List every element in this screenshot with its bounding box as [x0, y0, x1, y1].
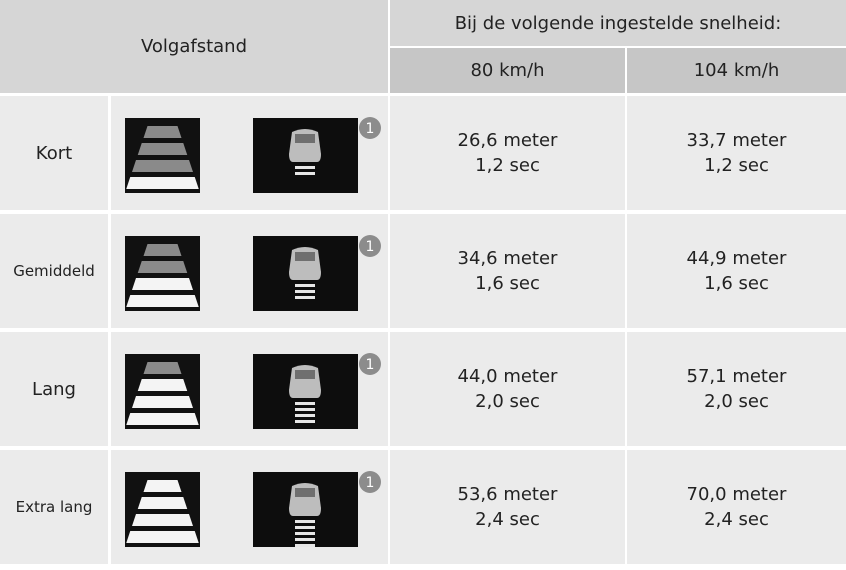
- value-distance: 34,6 meter: [457, 248, 558, 269]
- distance-bar: [132, 278, 193, 290]
- car-dash: [295, 172, 315, 175]
- row-label: Gemiddeld: [0, 214, 108, 328]
- value-distance: 44,0 meter: [457, 366, 558, 387]
- car-dash: [295, 290, 315, 293]
- row-label: Kort: [0, 96, 108, 210]
- icons: 1: [125, 117, 381, 193]
- car-window: [295, 252, 315, 261]
- car-window: [295, 134, 315, 143]
- icons: 1: [125, 353, 381, 429]
- value-distance: 44,9 meter: [686, 248, 787, 269]
- value-cell: 44,9 meter 1,6 sec: [627, 214, 846, 328]
- distance-bar: [143, 126, 182, 138]
- icons: 1: [125, 235, 381, 311]
- distance-bar: [132, 160, 193, 172]
- distance-bar: [143, 244, 182, 256]
- car-dash: [295, 520, 315, 523]
- value-time: 1,2 sec: [704, 155, 769, 176]
- car-window: [295, 488, 315, 497]
- value-cell: 57,1 meter 2,0 sec: [627, 332, 846, 446]
- badge: 1: [366, 357, 375, 373]
- car-dash: [295, 408, 315, 411]
- header-speed: 104 km/h: [627, 48, 846, 93]
- car-dash: [295, 402, 315, 405]
- distance-bar: [137, 143, 188, 155]
- car-window: [295, 370, 315, 379]
- distance-bar: [126, 177, 199, 189]
- value-time: 2,0 sec: [704, 391, 769, 412]
- distance-bar: [126, 531, 199, 543]
- car-dash: [295, 166, 315, 169]
- value-distance: 53,6 meter: [457, 484, 558, 505]
- header-speed: 80 km/h: [390, 48, 625, 93]
- value-distance: 33,7 meter: [686, 130, 787, 151]
- car-body: [289, 483, 321, 516]
- value-time: 1,2 sec: [475, 155, 540, 176]
- badge: 1: [366, 239, 375, 255]
- row-label: Extra lang: [0, 450, 108, 564]
- distance-bar: [143, 480, 182, 492]
- distance-bar: [132, 396, 193, 408]
- badge: 1: [366, 475, 375, 491]
- distance-bar: [137, 379, 188, 391]
- value-distance: 70,0 meter: [686, 484, 787, 505]
- value-distance: 57,1 meter: [686, 366, 787, 387]
- car-body: [289, 129, 321, 162]
- value-distance: 26,6 meter: [457, 130, 558, 151]
- distance-bar: [126, 413, 199, 425]
- distance-bar: [137, 261, 188, 273]
- car-body: [289, 365, 321, 398]
- distance-bar: [137, 497, 188, 509]
- distance-bar: [143, 362, 182, 374]
- car-dash: [295, 284, 315, 287]
- car-dash: [295, 532, 315, 535]
- car-dash: [295, 296, 315, 299]
- value-cell: 70,0 meter 2,4 sec: [627, 450, 846, 564]
- row-label: Lang: [0, 332, 108, 446]
- car-body: [289, 247, 321, 280]
- distance-bar: [126, 295, 199, 307]
- car-dash: [295, 544, 315, 547]
- value-cell: 33,7 meter 1,2 sec: [627, 96, 846, 210]
- value-cell: 34,6 meter 1,6 sec: [390, 214, 625, 328]
- icons: 1: [125, 471, 381, 547]
- badge-circle: [359, 117, 381, 139]
- value-time: 2,4 sec: [704, 509, 769, 530]
- value-time: 1,6 sec: [704, 273, 769, 294]
- value-time: 2,4 sec: [475, 509, 540, 530]
- distance-bar: [132, 514, 193, 526]
- value-cell: 44,0 meter 2,0 sec: [390, 332, 625, 446]
- header-speed-title: Bij de volgende ingestelde snelheid:: [390, 0, 846, 46]
- value-cell: 53,6 meter 2,4 sec: [390, 450, 625, 564]
- value-time: 2,0 sec: [475, 391, 540, 412]
- badge: 1: [366, 121, 375, 137]
- car-dash: [295, 526, 315, 529]
- car-dash: [295, 538, 315, 541]
- header-distance: Volgafstand: [0, 0, 388, 93]
- car-dash: [295, 420, 315, 423]
- badge-circle: [359, 471, 381, 493]
- car-dash: [295, 414, 315, 417]
- value-cell: 26,6 meter 1,2 sec: [390, 96, 625, 210]
- value-time: 1,6 sec: [475, 273, 540, 294]
- badge-circle: [359, 353, 381, 375]
- badge-circle: [359, 235, 381, 257]
